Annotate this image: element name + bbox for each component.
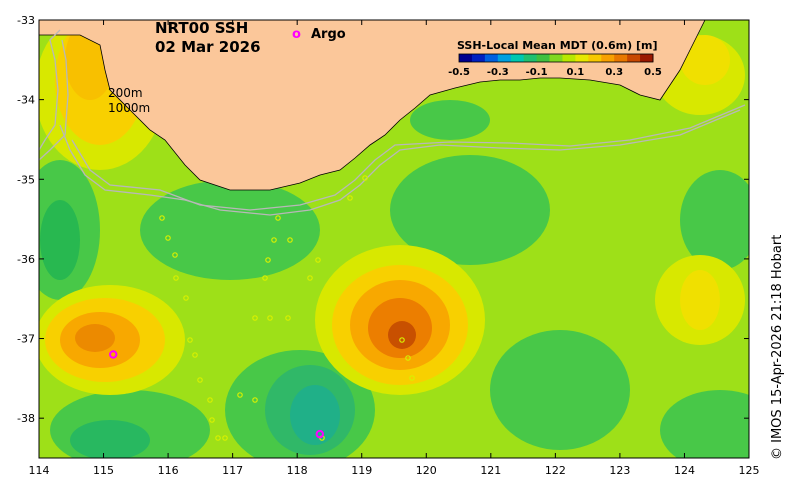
ssh-high-northeast-core: [680, 35, 730, 85]
y-tick-label: -36: [17, 253, 35, 266]
x-tick-label: 125: [739, 464, 760, 477]
argo-track-points: [159, 175, 415, 441]
colorbar-swatch: [459, 54, 473, 62]
colorbar-swatch: [588, 54, 602, 62]
ssh-low-south-core: [290, 385, 340, 445]
colorbar-swatch: [497, 54, 512, 62]
y-tick-label: -37: [17, 333, 35, 346]
colorbar-swatch: [549, 54, 563, 62]
colorbar-frame: [458, 53, 654, 63]
argo-floats: [109, 350, 324, 439]
x-tick-label: 115: [93, 464, 114, 477]
ssh-low-east-center: [390, 155, 550, 265]
y-tick-label: -33: [17, 14, 35, 27]
colorbar-swatch: [536, 54, 551, 62]
ssh-high-west-core: [75, 324, 115, 352]
australia-landmass: [39, 20, 706, 191]
x-tick-label: 123: [609, 464, 630, 477]
x-tick-label: 120: [416, 464, 437, 477]
plot-area: [39, 20, 749, 458]
colorbar-tick-label: -0.1: [526, 67, 548, 78]
ssh-low-west-core: [40, 200, 80, 280]
ssh-low-southwest-core: [70, 420, 150, 458]
colorbar-tick-label: 0.1: [567, 67, 585, 78]
colorbar-swatch: [601, 54, 615, 62]
colorbar-swatch: [562, 54, 576, 62]
x-tick-label: 119: [351, 464, 372, 477]
colorbar-swatch: [523, 54, 538, 62]
map-title: NRT00 SSH: [155, 19, 248, 37]
ssh-anomaly-field: [39, 20, 749, 458]
colorbar-swatch: [614, 54, 628, 62]
ssh-low-southeast: [490, 330, 630, 450]
colorbar-swatch: [640, 54, 654, 62]
x-tick-label: 122: [545, 464, 566, 477]
y-tick-label: -34: [17, 94, 35, 107]
colorbar-tick-label: 0.5: [644, 67, 662, 78]
y-tick-label: -35: [17, 173, 35, 186]
x-tick-label: 114: [29, 464, 50, 477]
x-tick-label: 121: [480, 464, 501, 477]
argo-float-marker[interactable]: [109, 350, 118, 359]
imos-credit: © IMOS 15-Apr-2026 21:18 Hobart: [770, 235, 785, 460]
map-date: 02 Mar 2026: [155, 38, 261, 56]
colorbar-swatch: [484, 54, 499, 62]
colorbar-title: SSH-Local Mean MDT (0.6m) [m]: [457, 39, 657, 52]
colorbar: -0.5 -0.3 -0.1 0.1 0.3 0.5: [448, 53, 662, 78]
plot-frame: [38, 19, 750, 459]
x-axis: 114 115 116 117 118 119 120 121 122 123 124 125: [29, 20, 760, 477]
y-axis: -33 -34 -35 -36 -37 -38: [17, 14, 749, 425]
x-tick-label: 117: [222, 464, 243, 477]
colorbar-swatch: [510, 54, 525, 62]
ssh-low-coast: [410, 100, 490, 140]
ssh-high-center-peak: [388, 321, 416, 349]
argo-legend-label: Argo: [311, 27, 346, 42]
ssh-low-center: [140, 180, 320, 280]
isobath-1000m-line: [39, 39, 746, 211]
isobath-200m-line: [39, 29, 741, 216]
ssh-high-east-core: [680, 270, 720, 330]
ssh-low-far-east: [680, 170, 749, 270]
isobath-1000m-label: 1000m: [108, 101, 150, 115]
colorbar-tick-label: 0.3: [605, 67, 623, 78]
colorbar-tick-label: -0.3: [487, 67, 509, 78]
x-tick-label: 124: [674, 464, 695, 477]
y-tick-label: -38: [17, 412, 35, 425]
x-tick-label: 118: [287, 464, 308, 477]
colorbar-swatch: [471, 54, 486, 62]
colorbar-swatch: [575, 54, 589, 62]
argo-legend-marker: o: [292, 27, 301, 42]
x-tick-label: 116: [158, 464, 179, 477]
colorbar-tick-label: -0.5: [448, 67, 470, 78]
colorbar-swatch: [627, 54, 641, 62]
ssh-low-southeast-corner: [660, 390, 749, 458]
argo-float-marker[interactable]: [315, 429, 324, 439]
isobath-200m-label: 200m: [108, 86, 143, 100]
